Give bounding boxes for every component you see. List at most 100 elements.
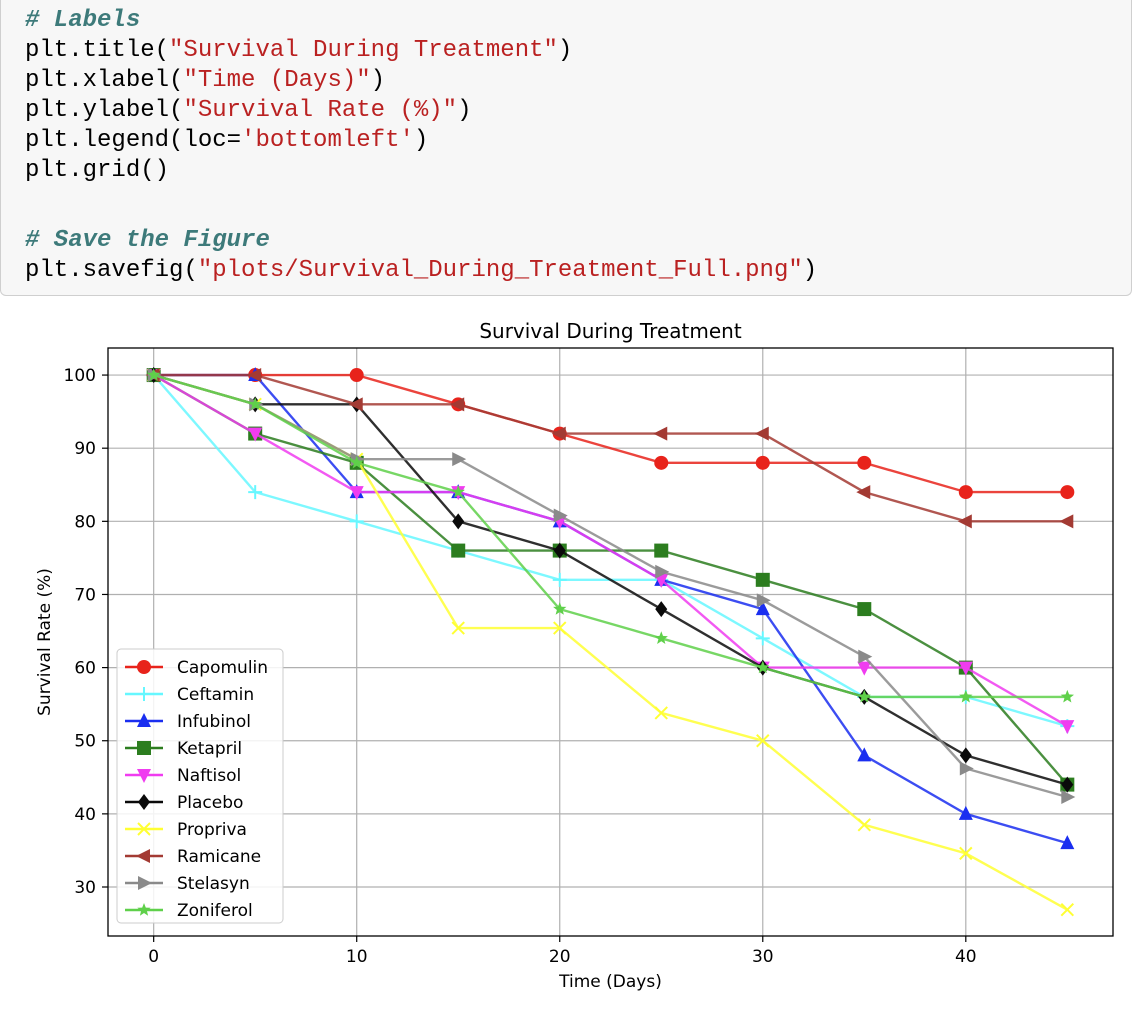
- legend-label-naftisol: Naftisol: [177, 766, 241, 786]
- code-line: plt.xlabel("Time (Days)"): [25, 67, 386, 94]
- data-point-ketapril: [654, 543, 669, 558]
- code-line: plt.grid(): [25, 156, 169, 186]
- data-point-placebo: [655, 601, 668, 618]
- data-point-zoniferol: [451, 485, 465, 498]
- data-point-ramicane: [348, 397, 363, 412]
- legend-entry-ketapril: Ketapril: [125, 739, 242, 759]
- data-point-zoniferol: [857, 689, 871, 703]
- code-comment: # Labels: [25, 7, 141, 34]
- data-point-propriva: [553, 621, 567, 635]
- data-point-stelasyn: [655, 564, 670, 579]
- code-function: plt.legend: [25, 127, 170, 154]
- data-point-propriva: [756, 734, 770, 748]
- y-tick-label: 90: [74, 439, 96, 459]
- data-point-naftisol: [958, 661, 973, 676]
- legend-label-placebo: Placebo: [177, 793, 243, 813]
- legend-entry-infubinol: Infubinol: [125, 712, 251, 732]
- data-point-stelasyn: [959, 761, 974, 776]
- legend-marker-stelasyn: [138, 876, 152, 890]
- legend-label-propriva: Propriva: [177, 820, 247, 840]
- legend-label-ketapril: Ketapril: [177, 739, 242, 759]
- legend-entry-ceftamin: Ceftamin: [125, 685, 254, 705]
- code-line: plt.savefig("plots/Survival_During_Treat…: [25, 257, 818, 284]
- legend-entry-zoniferol: Zoniferol: [125, 901, 253, 921]
- data-point-propriva: [857, 818, 871, 832]
- series-line-placebo: [153, 373, 1068, 786]
- code-cell[interactable]: # Labels plt.title("Survival During Treat…: [0, 0, 1132, 296]
- data-point-zoniferol: [147, 368, 161, 381]
- axes-frame: [107, 347, 1114, 937]
- data-point-zoniferol: [553, 602, 567, 615]
- data-point-stelasyn: [756, 593, 771, 608]
- data-point-naftisol: [349, 486, 364, 501]
- data-point-capomulin: [755, 455, 770, 470]
- legend-label-ramicane: Ramicane: [177, 847, 261, 867]
- data-point-ceftamin: [248, 485, 263, 500]
- data-point-propriva: [959, 846, 973, 861]
- y-tick-label: 40: [74, 805, 96, 825]
- series-zoniferol: [147, 368, 1074, 703]
- x-tick-label: 10: [346, 947, 368, 967]
- series-line-stelasyn: [153, 373, 1068, 799]
- legend-box: [116, 648, 284, 924]
- data-point-infubinol: [857, 747, 872, 762]
- legend-entry-capomulin: Capomulin: [125, 658, 268, 678]
- code-string: "Survival During Treatment": [169, 37, 558, 64]
- legend-marker-ketapril: [137, 741, 151, 755]
- code-line: # Save the Figure: [25, 226, 270, 256]
- legend-marker-capomulin: [137, 660, 151, 674]
- data-point-capomulin: [958, 485, 973, 500]
- code-line: plt.legend(loc='bottomleft'): [25, 127, 429, 154]
- data-point-stelasyn: [452, 452, 467, 467]
- series-line-capomulin: [153, 373, 1068, 494]
- code-text: plt.grid(): [25, 157, 170, 184]
- legend-label-ceftamin: Ceftamin: [177, 685, 254, 705]
- legend-label-stelasyn: Stelasyn: [177, 874, 250, 894]
- legend-entry-stelasyn: Stelasyn: [125, 874, 250, 894]
- data-point-propriva: [654, 706, 668, 720]
- data-point-ramicane: [551, 426, 566, 441]
- series-line-zoniferol: [153, 373, 1068, 699]
- data-point-infubinol: [755, 601, 770, 616]
- data-point-zoniferol: [248, 397, 262, 410]
- data-point-naftisol: [248, 427, 263, 442]
- data-point-infubinol: [958, 805, 973, 820]
- data-point-zoniferol: [959, 689, 973, 703]
- code-function: plt.ylabel: [25, 97, 170, 124]
- data-point-ramicane: [957, 514, 972, 529]
- x-tick-label: 0: [148, 947, 159, 967]
- x-tick-label: 40: [955, 947, 977, 967]
- legend-marker-naftisol: [137, 769, 151, 783]
- code-string: 'bottomleft': [241, 127, 414, 154]
- data-point-zoniferol: [1060, 689, 1074, 703]
- data-point-ketapril: [755, 572, 770, 587]
- legend-label-zoniferol: Zoniferol: [177, 901, 253, 921]
- chart-title: Survival During Treatment: [479, 319, 742, 343]
- data-point-capomulin: [654, 455, 669, 470]
- y-tick-label: 60: [74, 659, 96, 679]
- legend-marker-zoniferol: [137, 903, 151, 916]
- data-point-stelasyn: [1061, 790, 1076, 805]
- data-point-zoniferol: [350, 455, 364, 469]
- data-point-capomulin: [1060, 485, 1075, 500]
- data-point-placebo: [1061, 776, 1074, 793]
- data-point-capomulin: [349, 368, 364, 383]
- series-line-ramicane: [153, 373, 1068, 523]
- data-point-stelasyn: [553, 508, 568, 523]
- y-tick-label: 70: [74, 585, 96, 605]
- x-tick-label: 30: [752, 947, 774, 967]
- code-keyword-arg: loc=: [183, 127, 242, 154]
- code-string: "Survival Rate (%)": [183, 97, 458, 124]
- data-point-propriva: [1060, 902, 1075, 917]
- legend-marker-ceftamin: [137, 687, 151, 701]
- chart-output: 0 10 20 30 40 30 40 50 60 70 80 90 100 Survival Durin…: [0, 296, 1132, 1030]
- data-point-capomulin: [857, 455, 872, 470]
- data-point-naftisol: [857, 661, 872, 676]
- x-axis-label: Time (Days): [558, 972, 662, 992]
- legend-marker-propriva: [137, 822, 151, 836]
- data-point-ceftamin: [552, 572, 567, 587]
- legend-label-capomulin: Capomulin: [177, 658, 268, 678]
- data-point-ketapril: [451, 543, 466, 558]
- code-function: plt.xlabel: [25, 67, 170, 94]
- code-function: plt.savefig: [25, 257, 184, 284]
